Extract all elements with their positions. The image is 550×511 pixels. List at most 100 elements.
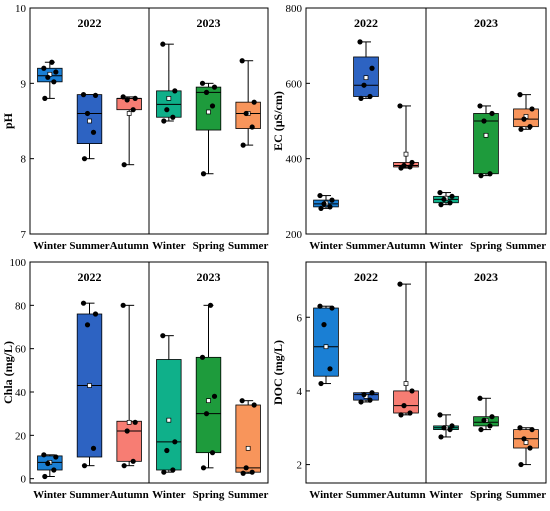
y-axis-label: pH	[1, 112, 15, 129]
data-point	[239, 58, 245, 64]
box-iqr	[156, 359, 182, 471]
mean-marker	[523, 440, 529, 445]
data-point	[401, 403, 407, 409]
data-point	[209, 103, 216, 109]
mean-marker	[87, 118, 92, 124]
data-point	[409, 159, 415, 166]
box-2023-winter	[433, 189, 459, 208]
x-category-label: Winter	[33, 489, 67, 501]
data-point	[170, 467, 176, 473]
mean-marker	[87, 383, 92, 388]
y-tick-label: 200	[286, 229, 303, 241]
x-category-label: Autumn	[110, 489, 149, 501]
data-point	[367, 397, 373, 403]
box-2023-summer	[513, 425, 539, 468]
y-tick-label: 2	[297, 460, 303, 472]
mean-marker	[323, 344, 329, 350]
box-2023-summer	[235, 58, 261, 148]
data-point	[132, 419, 138, 425]
box-2022-autumn	[116, 302, 142, 469]
x-category-label: Summer	[228, 240, 268, 252]
data-point	[477, 103, 483, 109]
data-point	[199, 80, 206, 86]
data-point	[367, 93, 373, 100]
data-point	[398, 412, 404, 418]
data-point	[518, 126, 524, 132]
x-category-label: Winter	[429, 240, 463, 252]
data-point	[478, 173, 484, 179]
data-point	[327, 366, 333, 372]
data-point	[329, 197, 335, 203]
x-category-label: Winter	[152, 240, 186, 252]
data-point	[487, 423, 493, 429]
data-point	[209, 450, 216, 456]
data-point	[437, 412, 443, 418]
x-category-label: Summer	[69, 240, 109, 252]
data-point	[487, 171, 493, 177]
data-point	[477, 395, 483, 401]
box-2022-winter	[37, 59, 63, 101]
year-label: 2023	[197, 16, 221, 30]
data-point	[481, 118, 487, 124]
data-point	[130, 458, 136, 464]
mean-marker	[166, 96, 172, 101]
mean-marker	[166, 417, 172, 423]
data-point	[449, 193, 455, 199]
x-category-label: Autumn	[386, 489, 425, 501]
data-point	[478, 426, 484, 433]
box-2023-winter	[433, 412, 459, 440]
y-tick-label: 8	[21, 154, 27, 166]
x-category-label: Winter	[309, 240, 343, 252]
x-category-label: Winter	[152, 489, 186, 501]
data-point	[211, 84, 218, 90]
box-iqr	[473, 113, 499, 175]
box-2022-autumn	[116, 94, 142, 168]
y-tick-label: 10	[15, 3, 27, 15]
box-2023-summer	[235, 398, 261, 476]
data-point	[251, 402, 257, 408]
data-point	[521, 116, 527, 122]
data-point	[318, 380, 324, 387]
data-point	[240, 470, 246, 476]
data-point	[527, 124, 533, 130]
x-category-label: Summer	[346, 240, 386, 252]
data-point	[53, 454, 59, 460]
data-point	[240, 142, 246, 148]
data-point	[170, 114, 176, 120]
data-point	[92, 92, 99, 98]
data-point	[80, 300, 87, 306]
year-label: 2022	[78, 16, 102, 30]
data-point	[329, 305, 335, 311]
data-point	[81, 156, 88, 162]
year-label: 2022	[354, 16, 378, 30]
mean-marker	[245, 445, 251, 451]
data-point	[318, 205, 324, 211]
data-point	[321, 322, 327, 328]
box-iqr	[313, 307, 339, 377]
data-point	[369, 390, 375, 396]
y-tick-label: 800	[286, 3, 303, 15]
data-point	[84, 110, 91, 117]
box-iqr	[116, 420, 142, 462]
data-point	[481, 417, 487, 423]
data-point	[81, 463, 88, 469]
data-point	[124, 97, 130, 103]
y-tick-label: 0	[21, 474, 27, 486]
y-axis-label: EC (μS/cm)	[271, 91, 285, 151]
year-label: 2023	[197, 270, 221, 284]
y-tick-label: 600	[286, 78, 303, 90]
box-iqr	[235, 404, 261, 473]
data-point	[49, 59, 55, 65]
y-tick-label: 7	[21, 229, 27, 241]
y-tick-label: 6	[297, 312, 303, 324]
data-point	[172, 439, 178, 445]
data-point	[397, 281, 403, 287]
data-point	[161, 118, 167, 124]
x-category-label: Spring	[193, 489, 225, 501]
box-2023-spring	[473, 395, 499, 433]
box-2022-autumn	[393, 281, 419, 418]
data-point	[41, 65, 47, 71]
data-point	[53, 69, 59, 75]
x-category-label: Spring	[470, 240, 502, 252]
data-point	[409, 388, 415, 394]
